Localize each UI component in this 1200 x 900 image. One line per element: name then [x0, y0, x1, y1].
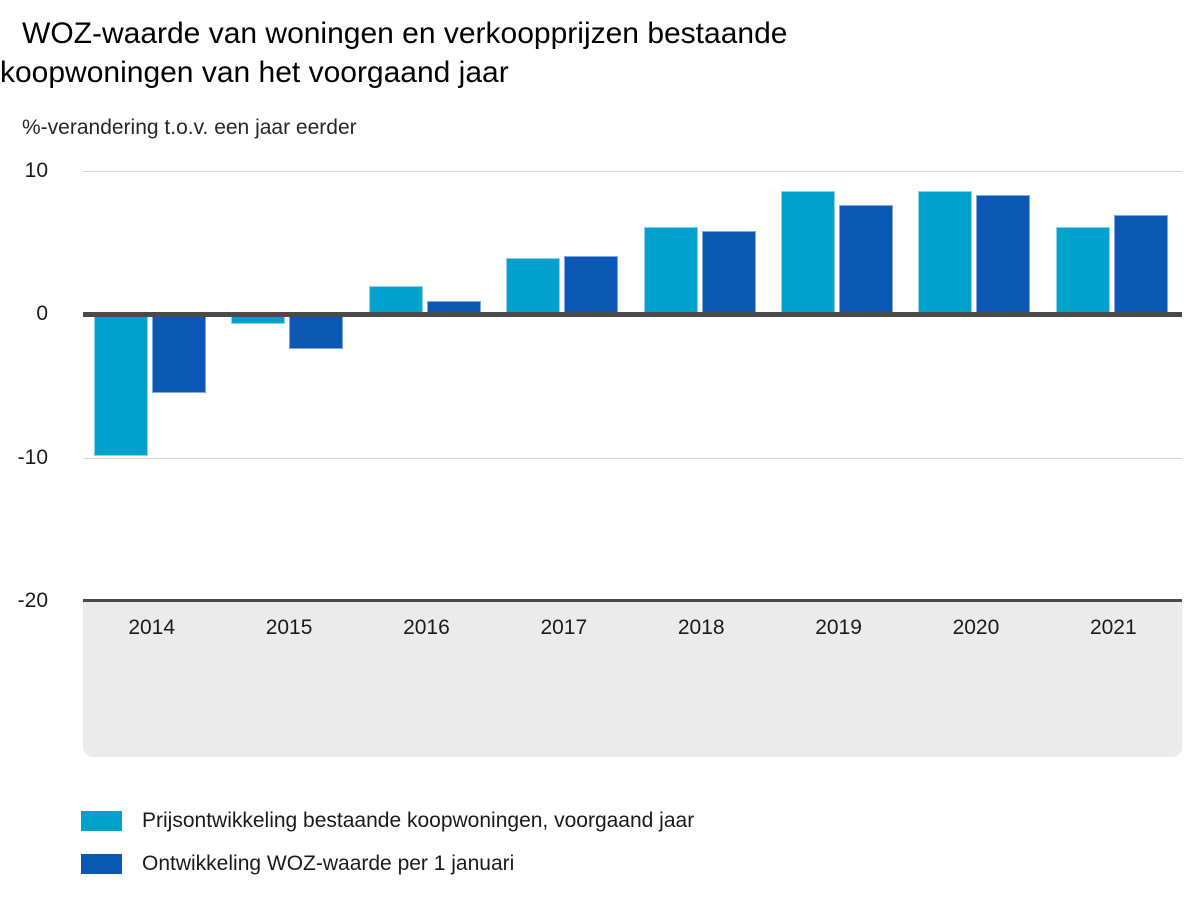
legend-swatch-icon	[81, 811, 122, 831]
x-axis-label-2016: 2016	[403, 616, 450, 639]
x-axis-label-2019: 2019	[815, 616, 862, 639]
chart-title-line2: koopwoningen van het voorgaand jaar	[0, 56, 509, 89]
bar-prijsontwikkeling-2016	[369, 285, 423, 315]
chart-subtitle: %-verandering t.o.v. een jaar eerder	[22, 116, 357, 139]
y-axis-label-0: 0	[36, 302, 48, 326]
legend-item-woz-waarde: Ontwikkeling WOZ-waarde per 1 januari	[81, 852, 694, 876]
bar-prijsontwikkeling-2014	[94, 314, 148, 457]
bar-woz-2017	[564, 255, 618, 315]
bar-woz-2019	[839, 205, 893, 315]
legend-label: Prijsontwikkeling bestaande koopwoningen…	[142, 809, 695, 832]
zero-gridline	[83, 311, 1182, 317]
x-axis-label-2017: 2017	[540, 616, 588, 639]
bar-woz-2015	[289, 314, 343, 349]
bar-woz-2018	[702, 231, 756, 315]
y-axis-label--10: -10	[17, 445, 48, 469]
gridline-10	[83, 171, 1182, 172]
legend-swatch-icon	[81, 854, 122, 874]
chart-title-line1: WOZ-waarde van woningen en verkoopprijze…	[22, 17, 788, 50]
y-axis-label-10: 10	[24, 159, 48, 182]
x-axis-label-2014: 2014	[128, 616, 176, 639]
x-axis-label-2018: 2018	[677, 616, 725, 639]
gridline--10	[83, 457, 1182, 459]
x-axis-label-2020: 2020	[952, 616, 1000, 639]
bar-prijsontwikkeling-2019	[781, 191, 835, 315]
bar-woz-2014	[152, 314, 206, 394]
x-axis-label-2015: 2015	[265, 616, 313, 639]
bar-woz-2021	[1114, 215, 1168, 315]
bar-prijsontwikkeling-2017	[506, 258, 560, 315]
legend-label: Ontwikkeling WOZ-waarde per 1 januari	[142, 852, 515, 875]
x-axis-band	[83, 599, 1182, 757]
chart-legend: Prijsontwikkeling bestaande koopwoningen…	[81, 809, 694, 876]
bar-woz-2020	[976, 195, 1030, 315]
x-axis-label-2021: 2021	[1089, 616, 1137, 639]
bar-prijsontwikkeling-2018	[644, 226, 698, 315]
y-axis-label--20: -20	[17, 589, 48, 612]
bar-prijsontwikkeling-2020	[918, 191, 972, 315]
chart-title: WOZ-waarde van woningen en verkoopprijze…	[0, 14, 910, 92]
bar-prijsontwikkeling-2021	[1056, 226, 1110, 315]
legend-item-prijsontwikkeling: Prijsontwikkeling bestaande koopwoningen…	[81, 809, 694, 833]
